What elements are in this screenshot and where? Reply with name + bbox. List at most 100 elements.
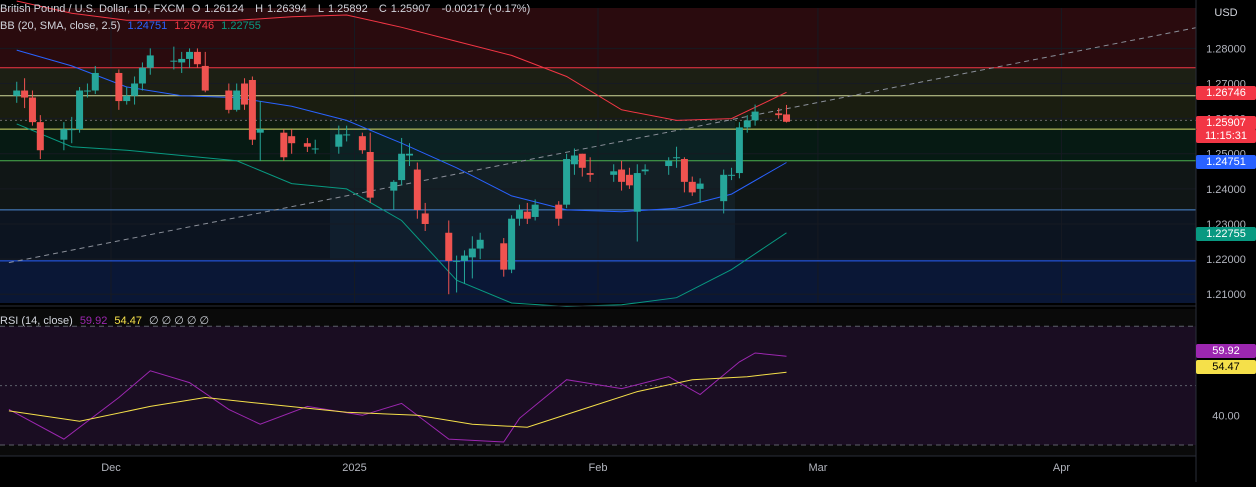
currency-label[interactable]: USD [1214, 7, 1238, 19]
candle-body [641, 169, 649, 172]
candle-body [665, 160, 673, 167]
bb-upper-value: 1.26746 [174, 20, 215, 32]
candle-body [476, 239, 484, 249]
ohlc-close-value: 1.25907 [390, 3, 431, 15]
candle-body [775, 113, 783, 116]
candle-body [696, 183, 704, 189]
candle-body [720, 174, 728, 202]
candle-body [586, 173, 594, 175]
candle-body [413, 169, 421, 210]
lower-band-price-tag: 1.22755 [1196, 227, 1256, 241]
price-tick-label: 1.22000 [1206, 254, 1246, 266]
candle-body [618, 169, 626, 182]
basis-price-tag: 1.24751 [1196, 155, 1256, 169]
candle-body [68, 129, 76, 131]
price-change: -0.00217 (-0.17%) [441, 3, 531, 15]
candle-body [201, 65, 209, 91]
candle-body [288, 136, 296, 144]
bb-legend: BB (20, SMA, close, 2.5) 1.24751 1.26746… [0, 20, 265, 32]
ohlc-high-label: H [255, 3, 264, 15]
price-tick-label: 1.21000 [1206, 289, 1246, 301]
candle-body [186, 51, 194, 59]
symbol-title[interactable]: British Pound / U.S. Dollar, 1D, FXCM [0, 3, 185, 15]
candle-body [460, 255, 468, 261]
time-tick-label: Mar [808, 462, 827, 474]
candle-body [280, 132, 288, 158]
trendline-line [8, 18, 1243, 264]
candle-body [610, 171, 618, 175]
candle-body [193, 51, 201, 65]
time-tick-label: Apr [1053, 462, 1070, 474]
candle-body [405, 153, 413, 156]
candle-body [508, 218, 516, 270]
time-tick-label: Feb [589, 462, 608, 474]
candle-body [303, 143, 311, 147]
bb-lower-line [16, 123, 787, 308]
candle-body [225, 90, 233, 110]
ohlc-open-value: 1.26124 [204, 3, 245, 15]
candle-body [241, 83, 249, 105]
ohlc-low-label: L [317, 3, 324, 15]
candle-body [500, 243, 508, 270]
candle-body [256, 129, 264, 133]
candle-body [445, 232, 453, 261]
candle-body [36, 122, 44, 151]
bb-upper-line [16, 0, 787, 121]
candle-body [131, 83, 139, 96]
rsi-ma-line [8, 371, 787, 428]
rsi-pane [0, 305, 1196, 456]
rsi-line [8, 352, 787, 443]
ohlc-low: L 1.25892 [318, 3, 372, 15]
candle-body [311, 148, 319, 150]
candle-body [233, 90, 241, 110]
candle-body [83, 90, 91, 92]
ohlc-close-label: C [378, 3, 387, 15]
candles[interactable] [13, 46, 791, 295]
candle-body [138, 67, 146, 84]
grid-lines [0, 8, 1196, 303]
candle-body [453, 260, 461, 262]
ohlc-high: H 1.26394 [255, 3, 311, 15]
candle-body [421, 213, 429, 224]
bb-label[interactable]: BB (20, SMA, close, 2.5) [0, 20, 121, 32]
candle-body [680, 159, 688, 182]
ohlc-high-value: 1.26394 [267, 3, 307, 15]
upper-band-price-tag: 1.26746 [1196, 86, 1256, 100]
candle-body [751, 111, 759, 121]
candle-body [91, 72, 99, 91]
candle-body [170, 60, 178, 62]
price-tick-label: 1.24000 [1206, 184, 1246, 196]
rsi-legend-value: 59.92 [79, 315, 108, 327]
candle-body [358, 136, 366, 151]
ohlc-close: C 1.25907 [379, 3, 435, 15]
candle-body [28, 97, 36, 123]
candle-body [13, 90, 21, 96]
candle-body [531, 204, 539, 217]
close-price-tag: 1.25907 [1196, 116, 1256, 130]
time-tick-label: 2025 [342, 462, 366, 474]
ohlc-open: O 1.26124 [192, 3, 248, 15]
bb-basis-value: 1.24751 [127, 20, 168, 32]
candle-body [783, 114, 791, 122]
candle-body [178, 58, 186, 63]
candle-body [673, 157, 681, 159]
candle-body [743, 120, 751, 128]
candle-body [123, 95, 131, 102]
rsi-legend: RSI (14, close) 59.92 54.47 ∅ ∅ ∅ ∅ ∅ [0, 314, 213, 327]
candle-body [563, 159, 571, 205]
price-tick-label: 1.28000 [1206, 43, 1246, 55]
candle-body [735, 127, 743, 174]
ohlc-open-label: O [191, 3, 201, 15]
candle-body [398, 153, 406, 181]
rsi-extra-values: ∅ ∅ ∅ ∅ ∅ [149, 315, 210, 327]
candle-body [688, 181, 696, 193]
rsi-value-tag: 59.92 [1196, 344, 1256, 358]
rsi-ma-legend-value: 54.47 [114, 315, 142, 327]
bb-lower-value: 1.22755 [221, 20, 261, 32]
candle-body [555, 204, 563, 219]
trendline[interactable] [8, 18, 1243, 264]
ohlc-low-value: 1.25892 [327, 3, 368, 15]
rsi-label[interactable]: RSI (14, close) [0, 315, 73, 327]
candle-body [468, 248, 476, 258]
